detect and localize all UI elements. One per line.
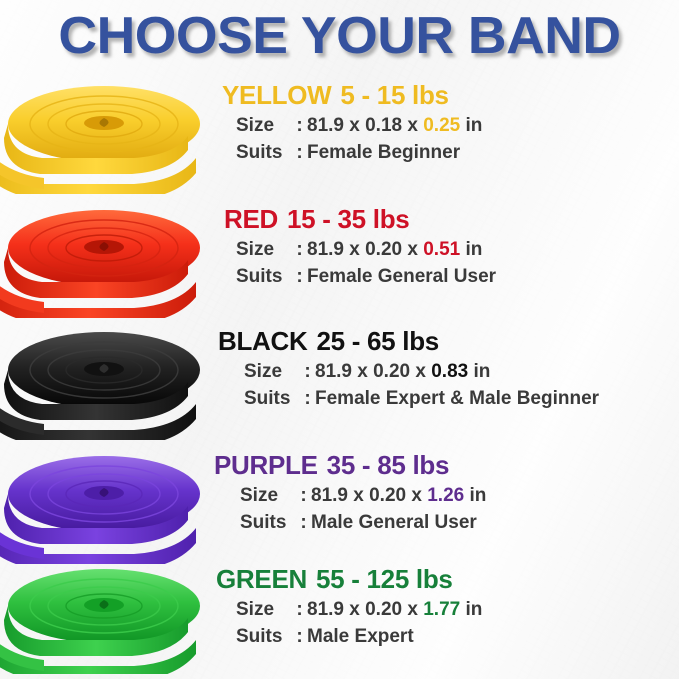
size-colon: : xyxy=(296,239,303,260)
band-info-yellow: YELLOW 5 - 15 lbs Size : 81.9 x 0.18 x 0.… xyxy=(214,76,679,166)
band-row-green: GREEN 55 - 125 lbs Size : 81.9 x 0.20 x 1… xyxy=(0,560,679,679)
black-resistance-band-coil xyxy=(0,324,210,440)
size-unit: in xyxy=(469,485,487,506)
band-row-red: RED 15 - 35 lbs Size : 81.9 x 0.20 x 0.51… xyxy=(0,200,679,324)
size-line: Size : 81.9 x 0.20 x 0.51 in xyxy=(236,236,679,263)
band-name: RED xyxy=(224,204,278,234)
band-info-red: RED 15 - 35 lbs Size : 81.9 x 0.20 x 0.51… xyxy=(214,200,679,290)
band-info-purple: PURPLE 35 - 85 lbs Size : 81.9 x 0.20 x 1… xyxy=(214,446,679,536)
band-row-black: BLACK 25 - 65 lbs Size : 81.9 x 0.20 x 0.… xyxy=(0,322,679,446)
suits-line: Suits : Female Beginner xyxy=(236,139,679,166)
size-highlight: 1.26 xyxy=(427,485,465,506)
band-specs-red: Size : 81.9 x 0.20 x 0.51 in Suits : Fem… xyxy=(214,236,679,290)
size-prefix: 81.9 x 0.20 x xyxy=(311,485,422,506)
size-value: 81.9 x 0.20 x 1.26 in xyxy=(311,482,486,509)
size-label: Size xyxy=(236,599,275,620)
suits-colon: : xyxy=(296,266,303,287)
band-heading-red: RED 15 - 35 lbs xyxy=(214,200,679,234)
size-line: Size : 81.9 x 0.20 x 1.77 in xyxy=(236,596,679,623)
band-heading-black: BLACK 25 - 65 lbs xyxy=(214,322,679,356)
suits-value: Male General User xyxy=(311,512,477,533)
band-specs-yellow: Size : 81.9 x 0.18 x 0.25 in Suits : Fem… xyxy=(214,112,679,166)
band-weight: 55 - 125 lbs xyxy=(315,564,453,594)
size-line: Size : 81.9 x 0.20 x 0.83 in xyxy=(244,358,679,385)
purple-resistance-band-coil xyxy=(0,448,210,564)
size-prefix: 81.9 x 0.18 x xyxy=(307,115,418,136)
size-unit: in xyxy=(465,599,483,620)
band-row-yellow: YELLOW 5 - 15 lbs Size : 81.9 x 0.18 x 0.… xyxy=(0,76,679,200)
band-name: BLACK xyxy=(218,326,308,356)
size-colon: : xyxy=(300,485,307,506)
suits-line: Suits : Female Expert & Male Beginner xyxy=(244,385,679,412)
size-highlight: 0.25 xyxy=(423,115,461,136)
green-resistance-band-coil xyxy=(0,562,210,674)
suits-label: Suits xyxy=(240,512,287,533)
size-prefix: 81.9 x 0.20 x xyxy=(307,599,418,620)
suits-value: Male Expert xyxy=(307,626,414,647)
size-highlight: 0.51 xyxy=(423,239,461,260)
suits-colon: : xyxy=(304,388,311,409)
band-info-green: GREEN 55 - 125 lbs Size : 81.9 x 0.20 x 1… xyxy=(214,560,679,650)
size-unit: in xyxy=(465,115,483,136)
suits-label: Suits xyxy=(236,266,283,287)
band-weight: 25 - 65 lbs xyxy=(316,326,440,356)
size-highlight: 0.83 xyxy=(431,361,469,382)
suits-colon: : xyxy=(300,512,307,533)
band-weight: 35 - 85 lbs xyxy=(326,450,450,480)
size-prefix: 81.9 x 0.20 x xyxy=(307,239,418,260)
size-colon: : xyxy=(296,115,303,136)
band-weight: 5 - 15 lbs xyxy=(340,80,449,110)
suits-line: Suits : Male General User xyxy=(240,509,679,536)
suits-value: Female General User xyxy=(307,266,497,287)
size-label: Size xyxy=(236,115,275,136)
size-highlight: 1.77 xyxy=(423,599,461,620)
suits-label: Suits xyxy=(236,626,283,647)
suits-colon: : xyxy=(296,142,303,163)
suits-label: Suits xyxy=(244,388,291,409)
size-label: Size xyxy=(240,485,279,506)
band-heading-yellow: YELLOW 5 - 15 lbs xyxy=(214,76,679,110)
size-line: Size : 81.9 x 0.20 x 1.26 in xyxy=(240,482,679,509)
page-title: CHOOSE YOUR BAND xyxy=(58,7,621,65)
band-heading-purple: PURPLE 35 - 85 lbs xyxy=(214,446,679,480)
suits-line: Suits : Male Expert xyxy=(236,623,679,650)
band-heading-green: GREEN 55 - 125 lbs xyxy=(214,560,679,594)
band-specs-purple: Size : 81.9 x 0.20 x 1.26 in Suits : Mal… xyxy=(214,482,679,536)
size-colon: : xyxy=(296,599,303,620)
suits-line: Suits : Female General User xyxy=(236,263,679,290)
suits-colon: : xyxy=(296,626,303,647)
suits-value: Female Beginner xyxy=(307,142,461,163)
size-value: 81.9 x 0.20 x 0.83 in xyxy=(315,358,490,385)
size-prefix: 81.9 x 0.20 x xyxy=(315,361,426,382)
band-weight: 15 - 35 lbs xyxy=(287,204,410,234)
band-name: PURPLE xyxy=(214,450,318,480)
band-info-black: BLACK 25 - 65 lbs Size : 81.9 x 0.20 x 0.… xyxy=(214,322,679,412)
size-label: Size xyxy=(236,239,275,260)
band-name: GREEN xyxy=(216,564,307,594)
suits-label: Suits xyxy=(236,142,283,163)
band-specs-green: Size : 81.9 x 0.20 x 1.77 in Suits : Mal… xyxy=(214,596,679,650)
red-resistance-band-coil xyxy=(0,202,210,318)
yellow-resistance-band-coil xyxy=(0,78,210,194)
band-name: YELLOW xyxy=(222,80,332,110)
size-label: Size xyxy=(244,361,283,382)
band-specs-black: Size : 81.9 x 0.20 x 0.83 in Suits : Fem… xyxy=(214,358,679,412)
size-colon: : xyxy=(304,361,311,382)
size-unit: in xyxy=(465,239,483,260)
band-row-purple: PURPLE 35 - 85 lbs Size : 81.9 x 0.20 x 1… xyxy=(0,446,679,570)
size-value: 81.9 x 0.20 x 1.77 in xyxy=(307,596,482,623)
size-value: 81.9 x 0.18 x 0.25 in xyxy=(307,112,482,139)
size-unit: in xyxy=(473,361,491,382)
suits-value: Female Expert & Male Beginner xyxy=(315,388,600,409)
size-line: Size : 81.9 x 0.18 x 0.25 in xyxy=(236,112,679,139)
size-value: 81.9 x 0.20 x 0.51 in xyxy=(307,236,482,263)
